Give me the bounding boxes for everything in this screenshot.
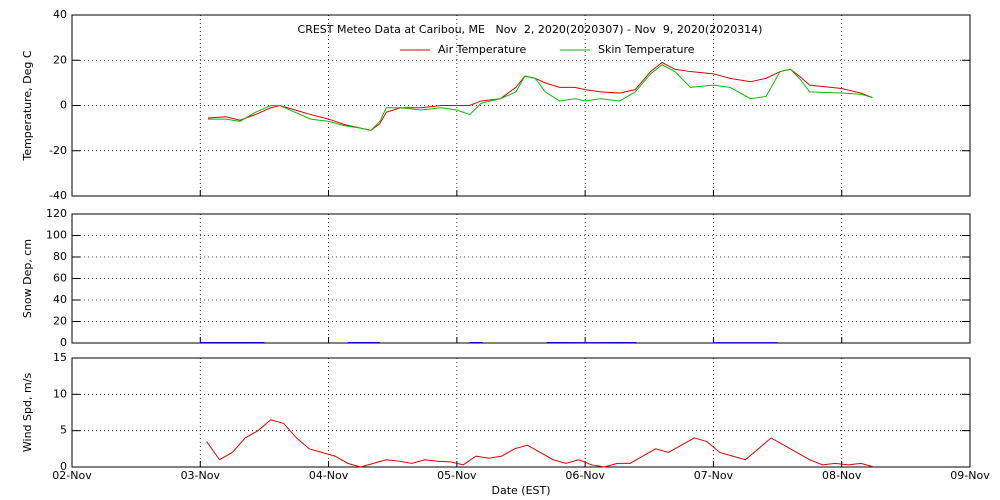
series-line	[207, 61, 873, 131]
y-tick-label: 120	[46, 207, 67, 220]
y-tick-label: 20	[53, 53, 67, 66]
y-axis-label: Wind Spd, m/s	[21, 373, 34, 453]
y-tick-label: 60	[53, 272, 67, 285]
y-tick-label: 10	[53, 387, 67, 400]
y-tick-label: 0	[60, 99, 67, 112]
x-tick-label: 03-Nov	[181, 469, 221, 482]
legend-label: Skin Temperature	[598, 43, 695, 56]
series-line	[206, 419, 874, 468]
y-tick-label: 40	[53, 8, 67, 21]
y-tick-label: 15	[53, 351, 67, 364]
series-line	[207, 64, 873, 131]
x-axis-label: Date (EST)	[491, 484, 550, 497]
y-tick-label: 20	[53, 315, 67, 328]
y-tick-label: 100	[46, 229, 67, 242]
y-axis-label: Temperature, Deg C	[21, 50, 34, 161]
y-tick-label: 80	[53, 250, 67, 263]
y-tick-label: 0	[60, 460, 67, 473]
plot-frame	[71, 357, 971, 468]
x-tick-label: 06-Nov	[565, 469, 605, 482]
y-axis-label: Snow Dep, cm	[21, 239, 34, 318]
x-tick-label: 09-Nov	[950, 469, 990, 482]
x-tick-label: 02-Nov	[52, 469, 92, 482]
x-tick-label: 05-Nov	[437, 469, 477, 482]
x-tick-label: 08-Nov	[822, 469, 862, 482]
y-tick-label: -40	[49, 189, 67, 202]
y-tick-label: 40	[53, 293, 67, 306]
chart-title: CREST Meteo Data at Caribou, ME Nov 2, 2…	[298, 23, 763, 36]
x-tick-label: 04-Nov	[309, 469, 349, 482]
y-tick-label: 5	[60, 424, 67, 437]
x-tick-label: 07-Nov	[694, 469, 734, 482]
y-tick-label: 0	[60, 336, 67, 349]
y-tick-label: -20	[49, 144, 67, 157]
legend-label: Air Temperature	[438, 43, 527, 56]
